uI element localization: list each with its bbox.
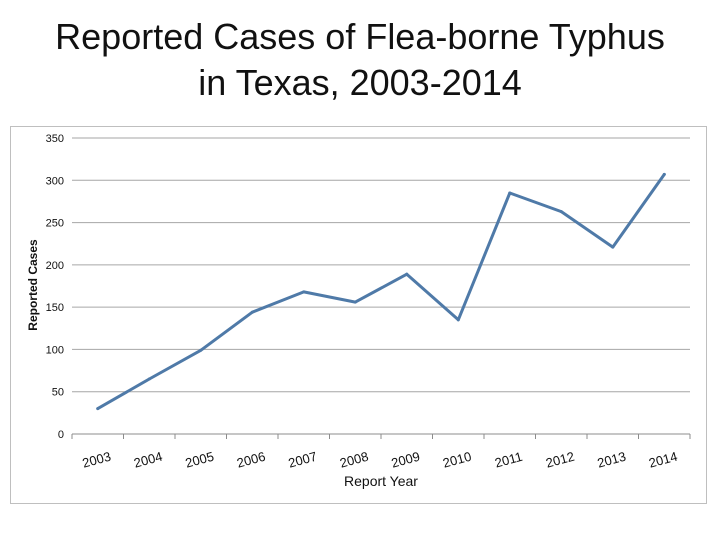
x-tick-label-2012: 2012 — [544, 449, 576, 471]
x-tick-label-2004: 2004 — [132, 449, 164, 471]
y-axis-title: Reported Cases — [26, 239, 40, 331]
y-tick-label-150: 150 — [46, 302, 64, 314]
x-tick-label-2014: 2014 — [647, 449, 679, 471]
y-tick-label-350: 350 — [46, 133, 64, 145]
x-tick-label-2011: 2011 — [493, 449, 524, 471]
x-tick-label-2008: 2008 — [338, 449, 370, 471]
data-point-2006 — [250, 310, 254, 314]
data-point-2013 — [611, 245, 615, 249]
y-tick-label-100: 100 — [46, 344, 64, 356]
x-tick-label-2006: 2006 — [235, 449, 267, 471]
x-tick-label-2010: 2010 — [441, 449, 473, 471]
y-tick-label-300: 300 — [46, 175, 64, 187]
data-point-2004 — [147, 377, 151, 381]
x-tick-label-2013: 2013 — [596, 449, 628, 471]
series-layer — [96, 172, 666, 411]
series-line-0 — [96, 172, 666, 411]
data-point-2008 — [353, 300, 357, 304]
slide-title-line-2: in Texas, 2003-2014 — [198, 62, 522, 103]
grid-lines — [72, 137, 690, 393]
data-point-2010 — [456, 318, 460, 322]
x-tick-label-2007: 2007 — [287, 449, 319, 471]
y-tick-label-200: 200 — [46, 260, 64, 272]
data-point-2011 — [508, 191, 512, 195]
y-tick-label-0: 0 — [58, 429, 64, 441]
x-axis-title: Report Year — [344, 473, 418, 489]
axes — [71, 433, 691, 439]
slide-title-line-1: Reported Cases of Flea-borne Typhus — [55, 16, 665, 57]
y-tick-label-250: 250 — [46, 218, 64, 230]
data-point-2005 — [199, 348, 203, 352]
data-point-2003 — [96, 407, 100, 411]
data-point-2014 — [662, 172, 666, 176]
x-tick-label-2009: 2009 — [390, 449, 422, 471]
chart-frame — [10, 126, 707, 504]
tick-labels: 0 50 100 150 200 250 300 350 2003 2004 2005 2006 200… — [46, 133, 679, 471]
slide-title: Reported Cases of Flea-borne Typhus in T… — [0, 14, 720, 106]
x-tick-label-2003: 2003 — [81, 449, 113, 471]
data-point-2012 — [559, 210, 563, 214]
x-tick-label-2005: 2005 — [184, 449, 216, 471]
y-tick-label-50: 50 — [52, 387, 64, 399]
data-point-2009 — [405, 272, 409, 276]
data-point-2007 — [302, 290, 306, 294]
